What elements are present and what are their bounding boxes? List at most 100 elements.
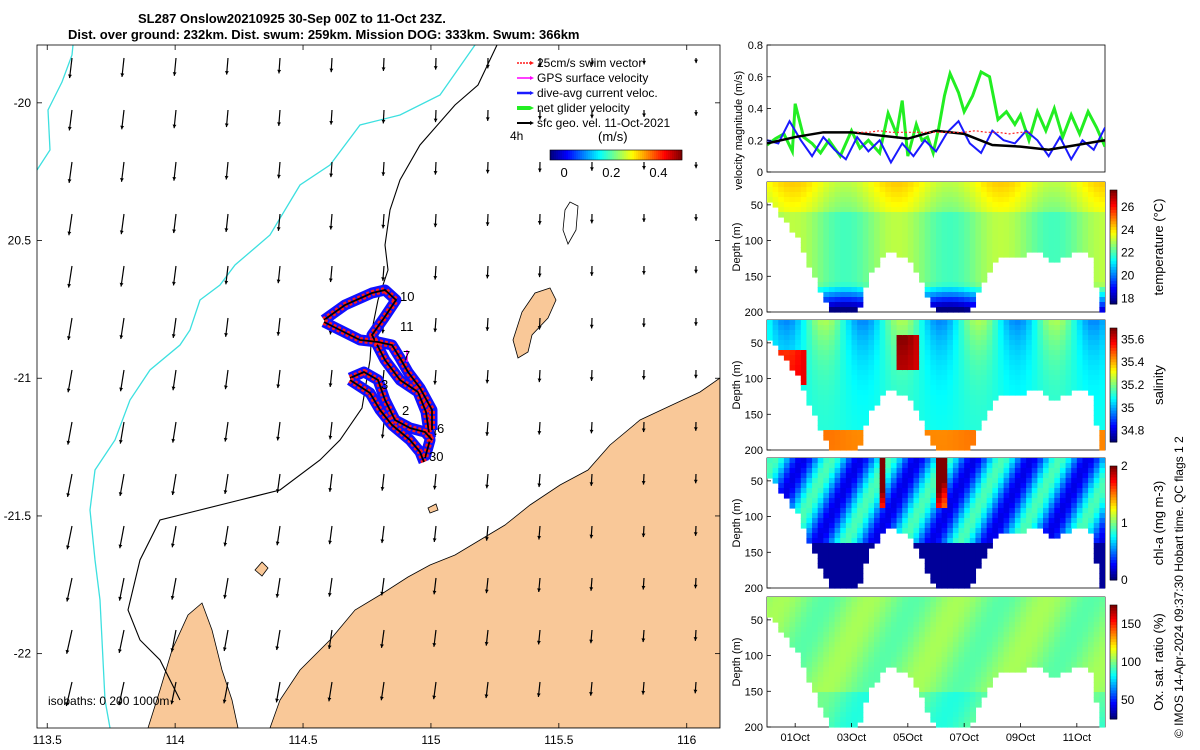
velocity-series-black bbox=[767, 129, 1105, 152]
colorbar-tick-label: 20 bbox=[1121, 269, 1135, 283]
depth-tick-label: 200 bbox=[745, 307, 763, 319]
temperature-colorbar-label: temperature (°C) bbox=[1151, 199, 1166, 296]
glider-path bbox=[349, 379, 425, 463]
track-day-label: 6 bbox=[437, 421, 444, 436]
depth-ylabel: Depth (m) bbox=[731, 361, 743, 410]
velocity-ytick-label: 0.8 bbox=[748, 40, 763, 52]
geo-velocity-arrow bbox=[68, 265, 73, 288]
credit-text: © IMOS 14-Apr-2024 09:37:30 Hobart time.… bbox=[1172, 436, 1186, 738]
colorbar-tick-label: 22 bbox=[1121, 246, 1135, 260]
geo-velocity-arrow bbox=[223, 681, 229, 704]
geo-velocity-arrow bbox=[170, 681, 177, 705]
glider-track bbox=[320, 284, 438, 465]
geo-velocity-arrow bbox=[68, 213, 73, 236]
island-large bbox=[512, 287, 557, 359]
track-day-label: 2 bbox=[402, 403, 409, 418]
depth-tick-label: 200 bbox=[745, 722, 763, 734]
velocity-ytick-label: 0.4 bbox=[748, 104, 763, 116]
isobath-1000m-south bbox=[89, 45, 476, 728]
velocity-series-blue bbox=[767, 119, 1105, 165]
colorbar-tick-label: 150 bbox=[1121, 617, 1141, 631]
map-xtick-label: 114 bbox=[166, 733, 185, 747]
colorbar-tick-label: 35.4 bbox=[1121, 355, 1145, 369]
date-tick-label: 09Oct bbox=[1006, 732, 1035, 744]
geo-velocity-arrow bbox=[118, 577, 125, 601]
colorbar-tick: 0.2 bbox=[602, 165, 620, 180]
colorbar-tick-label: 50 bbox=[1121, 693, 1135, 707]
colorbar-tick-label: 35.2 bbox=[1121, 378, 1145, 392]
geo-velocity-arrow bbox=[119, 421, 125, 444]
date-tick-label: 01Oct bbox=[780, 732, 809, 744]
glider-path bbox=[323, 289, 431, 459]
depth-ylabel: Depth (m) bbox=[731, 223, 743, 272]
isobath-200m bbox=[127, 45, 498, 701]
glider-path bbox=[323, 321, 433, 430]
map-ytick-label: -21.5 bbox=[4, 509, 32, 523]
depth-tick-label: 150 bbox=[745, 686, 763, 698]
geo-velocity-arrow bbox=[120, 317, 125, 340]
oxygen-colorbar-label: Ox. sat. ratio (%) bbox=[1151, 613, 1166, 711]
geo-velocity-arrow bbox=[66, 473, 73, 498]
geo-velocity-arrow bbox=[171, 577, 177, 600]
oxygen-colorbar bbox=[1109, 604, 1118, 720]
map-xtick-label: 114.5 bbox=[288, 733, 317, 747]
colorbar-tick: 0 bbox=[561, 165, 568, 180]
island-small-2 bbox=[427, 503, 439, 514]
depth-tick-label: 50 bbox=[751, 476, 763, 488]
colorbar-tick-label: 100 bbox=[1121, 655, 1141, 669]
depth-tick-label: 200 bbox=[745, 583, 763, 595]
island-small bbox=[254, 561, 269, 577]
map-axis-ticks: 113.5 114 114.5 115 115.5 116-2020.5-21-21.5-… bbox=[4, 45, 720, 747]
map-xtick-label: 115 bbox=[421, 733, 440, 747]
track-day-labels: 10 11 732 6 30 bbox=[381, 289, 444, 464]
velocity-panel: 0 0.2 0.4 0.6 0.8 velocity magnitude (m/s) bbox=[733, 40, 1106, 190]
colorbar-tick-label: 0 bbox=[1121, 573, 1128, 587]
depth-tick-label: 50 bbox=[751, 615, 763, 627]
geo-velocity-arrow bbox=[118, 681, 125, 706]
colorbar-tick-label: 1 bbox=[1121, 516, 1128, 530]
depth-tick-label: 100 bbox=[745, 512, 763, 524]
legend-entry: GPS surface velocity bbox=[537, 71, 648, 85]
chla-colorbar-label: chl-a (mg m-3) bbox=[1151, 481, 1166, 566]
depth-tick-label: 50 bbox=[751, 338, 763, 350]
date-tick-label: 05Oct bbox=[893, 732, 922, 744]
depth-tick-label: 100 bbox=[745, 651, 763, 663]
track-day-label: 3 bbox=[381, 377, 388, 392]
velocity-ylabel: velocity magnitude (m/s) bbox=[733, 71, 745, 190]
colorbar-tick-label: 35.6 bbox=[1121, 332, 1145, 346]
depth-tick-label: 50 bbox=[751, 200, 763, 212]
depth-ylabel: Depth (m) bbox=[731, 499, 743, 548]
geo-velocity-arrow bbox=[118, 629, 125, 653]
depth-tick-label: 100 bbox=[745, 236, 763, 248]
map-panel: 10 11 732 6 30 113.5 114 114.5 115 115.5 116 -20 20… bbox=[4, 44, 721, 747]
depth-tick-label: 150 bbox=[745, 409, 763, 421]
track-day-label: 30 bbox=[429, 449, 443, 464]
depth-tick-label: 150 bbox=[745, 271, 763, 283]
map-xtick-label: 116 bbox=[677, 733, 696, 747]
colorbar-tick-label: 35 bbox=[1121, 401, 1135, 415]
colorbar-4h-label: 4h bbox=[510, 129, 523, 143]
geo-velocity-arrow bbox=[66, 525, 73, 550]
geo-velocity-arrow bbox=[66, 629, 73, 654]
velocity-ytick-label: 0 bbox=[757, 167, 763, 179]
geo-velocity-arrow bbox=[67, 317, 73, 341]
velocity-series-green bbox=[767, 69, 1105, 160]
map-ytick-label: -20 bbox=[14, 96, 32, 110]
geo-velocity-arrow bbox=[65, 681, 73, 707]
temperature-colorbar bbox=[1109, 189, 1118, 305]
track-day-label: 10 bbox=[400, 289, 414, 304]
date-tick-label: 07Oct bbox=[949, 732, 978, 744]
map-ytick-label: 20.5 bbox=[8, 234, 32, 248]
island-small-3 bbox=[562, 201, 579, 245]
map-ytick-label: -22 bbox=[14, 647, 32, 661]
geo-velocity-arrow bbox=[223, 629, 229, 652]
isobath-1000m bbox=[37, 45, 74, 171]
geo-velocity-arrow bbox=[67, 369, 73, 393]
chla-section: 50 100 150 200 Depth (m) 2 1 0 chl-a (mg m-3) bbox=[731, 457, 1166, 595]
depth-tick-label: 150 bbox=[745, 547, 763, 559]
colorbar-tick-label: 18 bbox=[1121, 291, 1135, 305]
